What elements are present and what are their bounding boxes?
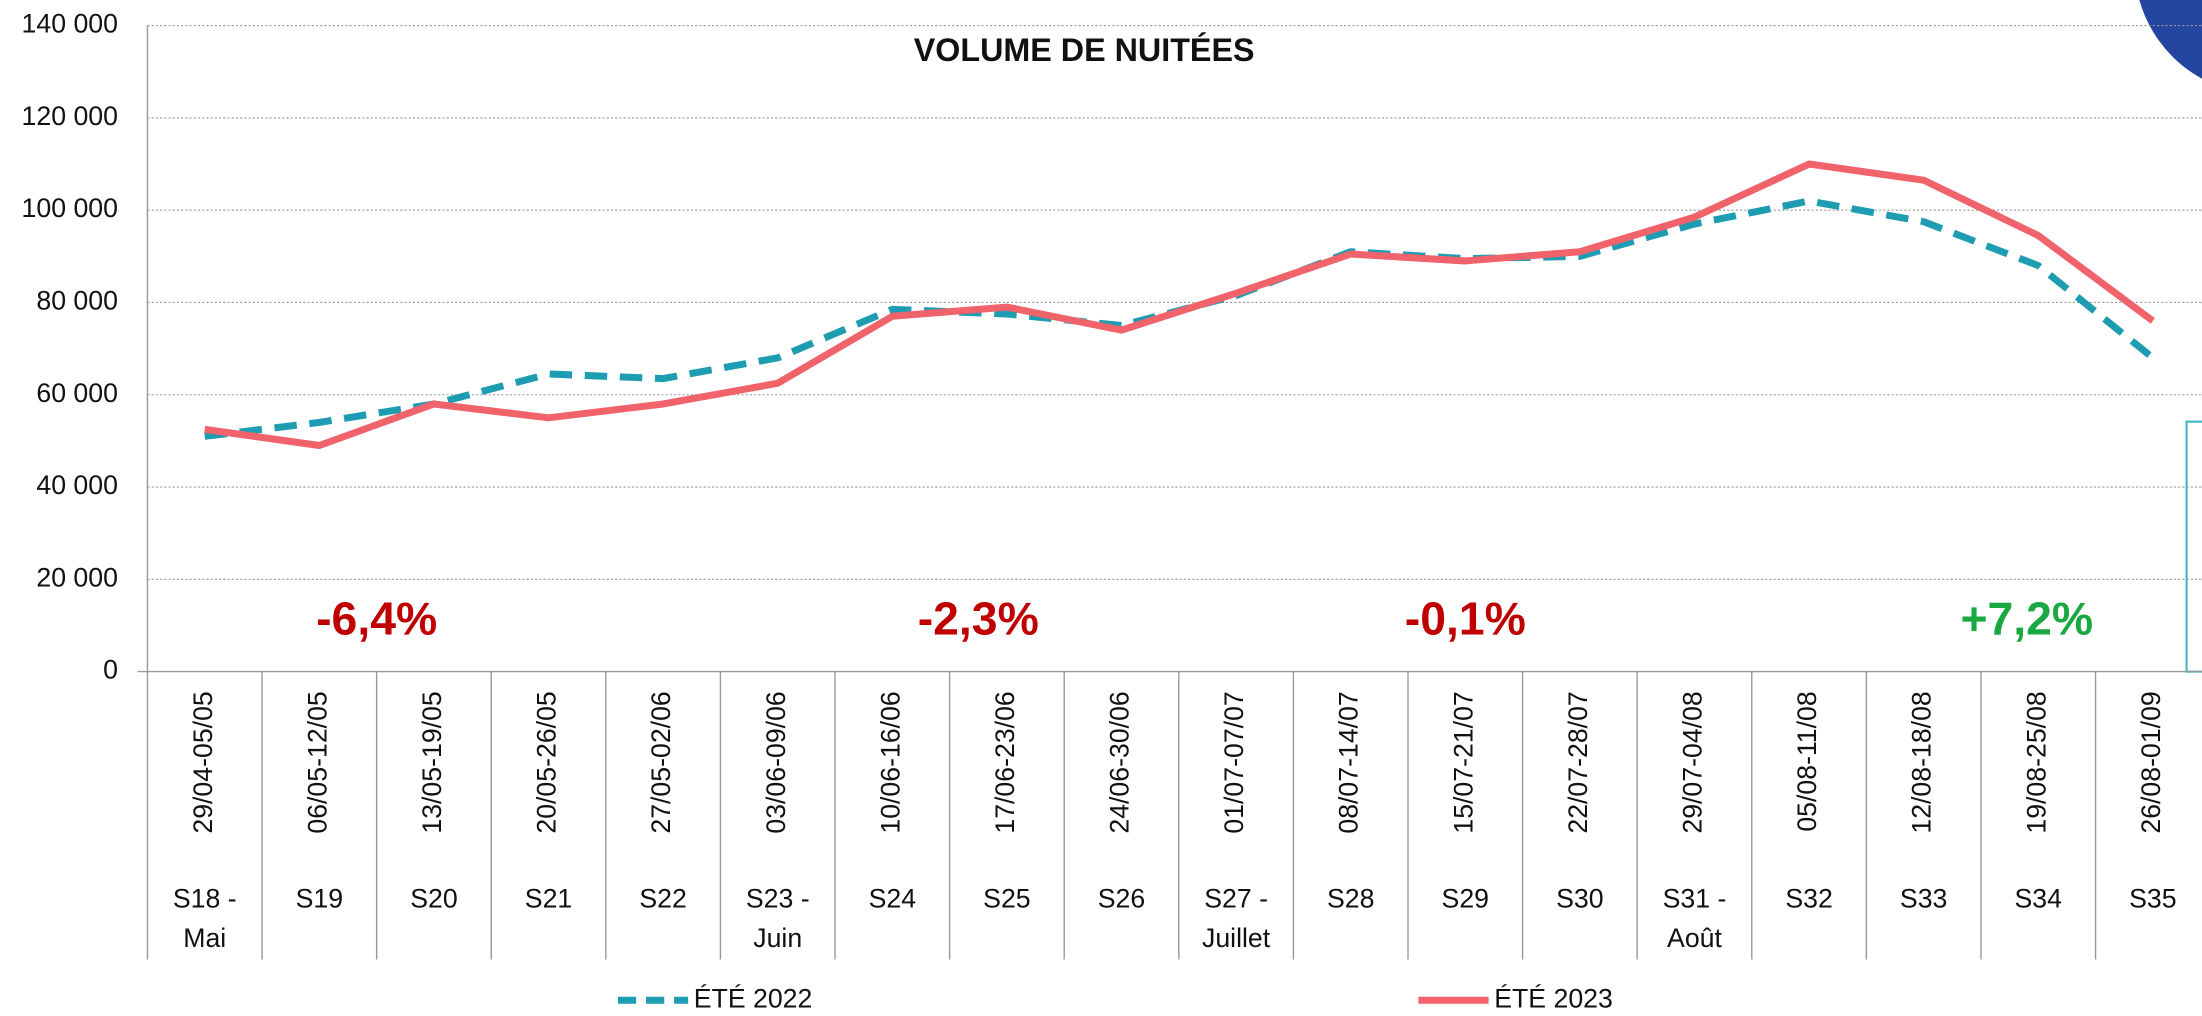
annotation: -2,3% [918, 593, 1039, 645]
x-tick-label: S34 [2015, 884, 2063, 914]
legend-label: ÉTÉ 2022 [694, 983, 813, 1013]
x-tick-label: S33 [1900, 884, 1947, 914]
side-decoration [2185, 420, 2202, 673]
y-tick-label: 20 000 [36, 562, 118, 592]
date-label: 22/07-28/07 [1563, 691, 1593, 833]
corner-decoration [2139, 0, 2202, 79]
date-label: 27/05-02/06 [646, 691, 676, 833]
x-tick-label: S21 [525, 884, 572, 914]
series-line [204, 197, 2156, 440]
date-label: 29/07-04/08 [1678, 691, 1708, 833]
date-label: 06/05-12/05 [302, 691, 332, 833]
x-tick-label: Mai [183, 923, 226, 953]
date-label: 12/08-18/08 [1907, 691, 1937, 833]
y-tick-label: 140 000 [22, 9, 118, 39]
y-tick-label: 0 [103, 655, 118, 685]
x-tick-label: S23 - [746, 884, 810, 914]
x-tick-label: S18 - [173, 884, 237, 914]
date-label: 29/04-05/05 [188, 691, 218, 833]
annotation: -6,4% [316, 593, 437, 645]
x-tick-label: S31 - [1663, 884, 1727, 914]
chart-title: VOLUME DE NUITÉES [914, 31, 1255, 68]
date-label: 01/07-07/07 [1219, 691, 1249, 833]
date-label: 05/08-11/08 [1792, 691, 1822, 831]
x-tick-label: Juin [753, 923, 802, 953]
date-label: 19/08-25/08 [2021, 691, 2051, 833]
y-tick-label: 100 000 [22, 193, 118, 223]
x-tick-label: S26 [1098, 884, 1145, 914]
x-tick-label: Août [1667, 923, 1722, 953]
y-tick-label: 120 000 [22, 101, 118, 131]
date-label: 20/05-26/05 [532, 691, 562, 833]
date-label: 13/05-19/05 [417, 691, 447, 833]
x-tick-label: S19 [296, 884, 343, 914]
date-label: 15/07-21/07 [1448, 691, 1478, 833]
annotation: -0,1% [1405, 593, 1526, 645]
x-tick-label: S30 [1556, 884, 1603, 914]
x-tick-label: S27 - [1204, 884, 1268, 914]
date-label: 10/06-16/06 [875, 691, 905, 833]
date-label: 24/06-30/06 [1105, 691, 1135, 833]
legend-label: ÉTÉ 2023 [1494, 983, 1613, 1013]
y-tick-label: 60 000 [36, 378, 118, 408]
y-tick-label: 40 000 [36, 470, 118, 500]
date-label: 03/06-09/06 [761, 691, 791, 833]
date-label: 26/08-01/09 [2136, 691, 2166, 833]
series-line [204, 160, 2155, 450]
date-label: 17/06-23/06 [990, 691, 1020, 833]
annotation: +7,2% [1960, 593, 2093, 645]
x-tick-label: S28 [1327, 884, 1374, 914]
x-tick-label: S29 [1442, 884, 1489, 914]
x-tick-label: Juillet [1202, 923, 1271, 953]
x-tick-label: S32 [1785, 884, 1832, 914]
x-tick-label: S24 [869, 884, 917, 914]
x-tick-label: S35 [2129, 884, 2176, 914]
x-tick-label: S22 [639, 884, 686, 914]
x-tick-label: S20 [410, 884, 457, 914]
x-tick-label: S25 [983, 884, 1030, 914]
y-tick-label: 80 000 [36, 286, 118, 316]
date-label: 08/07-14/07 [1334, 691, 1364, 833]
